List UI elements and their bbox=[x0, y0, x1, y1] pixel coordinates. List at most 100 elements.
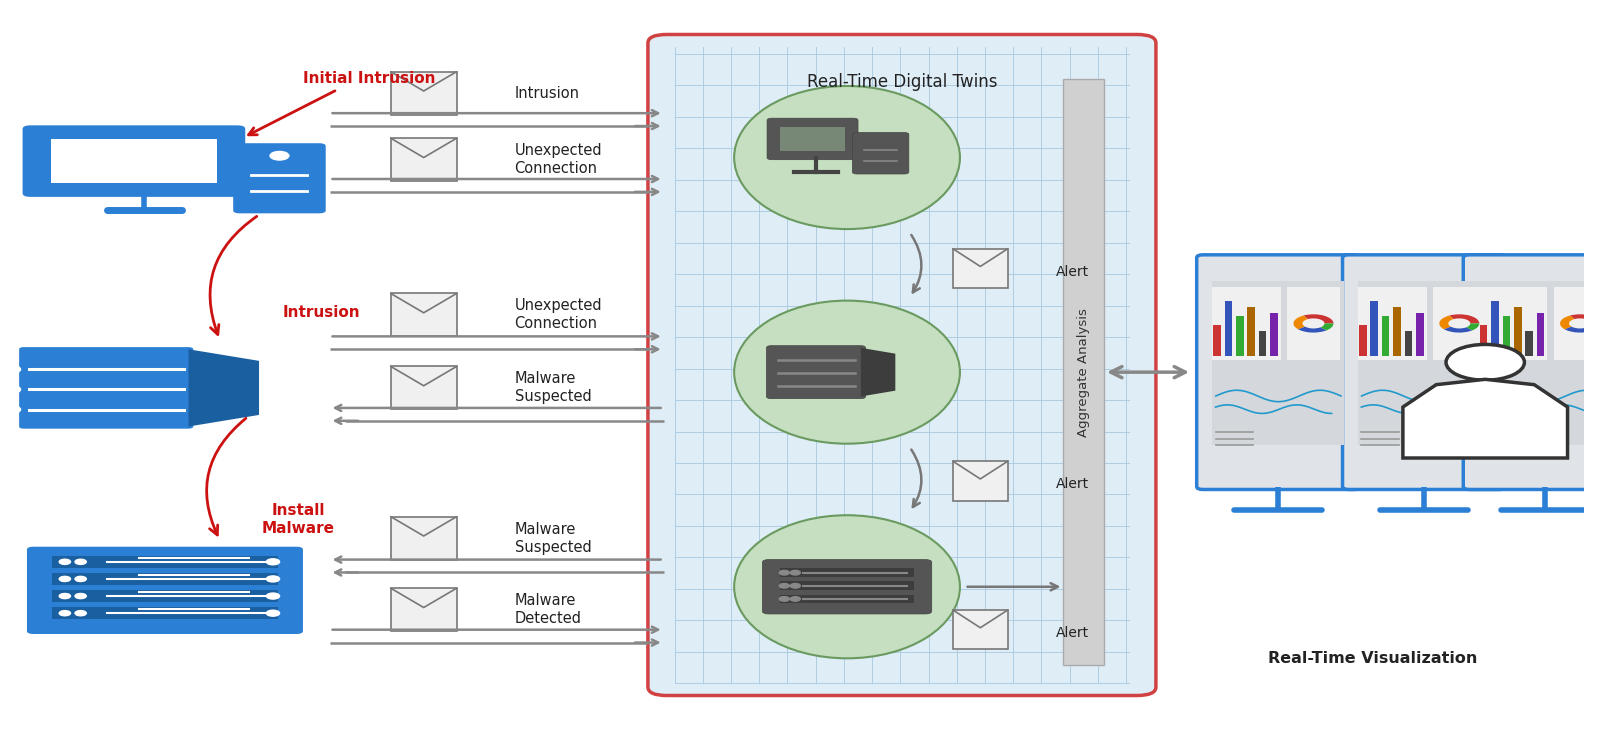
Circle shape bbox=[59, 593, 70, 599]
Ellipse shape bbox=[734, 86, 960, 229]
FancyBboxPatch shape bbox=[1434, 287, 1486, 360]
Bar bbox=[1382, 316, 1389, 356]
Bar bbox=[1536, 313, 1544, 356]
FancyBboxPatch shape bbox=[1213, 287, 1282, 360]
FancyBboxPatch shape bbox=[954, 461, 1008, 501]
FancyBboxPatch shape bbox=[51, 591, 278, 602]
Bar bbox=[1259, 331, 1267, 356]
FancyBboxPatch shape bbox=[766, 346, 866, 399]
FancyBboxPatch shape bbox=[27, 547, 302, 634]
Text: Aggregate Analysis: Aggregate Analysis bbox=[1077, 308, 1090, 437]
FancyBboxPatch shape bbox=[853, 132, 909, 174]
Text: Real-Time Visualization: Real-Time Visualization bbox=[1267, 651, 1477, 666]
Bar bbox=[1405, 331, 1413, 356]
Wedge shape bbox=[1450, 315, 1480, 323]
Text: Alert: Alert bbox=[1056, 265, 1088, 279]
FancyBboxPatch shape bbox=[390, 517, 456, 560]
FancyBboxPatch shape bbox=[779, 594, 915, 603]
FancyBboxPatch shape bbox=[1197, 255, 1360, 490]
FancyBboxPatch shape bbox=[51, 556, 278, 567]
FancyBboxPatch shape bbox=[51, 573, 278, 585]
FancyBboxPatch shape bbox=[1342, 255, 1506, 490]
Circle shape bbox=[266, 558, 280, 565]
FancyBboxPatch shape bbox=[51, 607, 278, 619]
FancyBboxPatch shape bbox=[390, 72, 456, 115]
FancyBboxPatch shape bbox=[762, 560, 931, 614]
Bar bbox=[1358, 326, 1366, 356]
Circle shape bbox=[790, 570, 800, 575]
Text: Intrusion: Intrusion bbox=[515, 85, 579, 101]
FancyBboxPatch shape bbox=[19, 347, 194, 429]
Polygon shape bbox=[1403, 380, 1568, 458]
Circle shape bbox=[266, 610, 280, 616]
Polygon shape bbox=[861, 347, 896, 396]
FancyBboxPatch shape bbox=[390, 366, 456, 410]
FancyBboxPatch shape bbox=[1286, 287, 1339, 360]
Circle shape bbox=[266, 593, 280, 599]
FancyBboxPatch shape bbox=[779, 568, 915, 577]
FancyBboxPatch shape bbox=[22, 126, 245, 197]
Text: Malware
Suspected: Malware Suspected bbox=[515, 372, 592, 404]
FancyBboxPatch shape bbox=[1554, 287, 1600, 360]
Wedge shape bbox=[1320, 323, 1333, 331]
Ellipse shape bbox=[734, 515, 960, 658]
FancyBboxPatch shape bbox=[1213, 280, 1344, 445]
Bar bbox=[1491, 301, 1499, 356]
Text: Initial Intrusion: Initial Intrusion bbox=[302, 72, 435, 86]
FancyBboxPatch shape bbox=[1478, 280, 1600, 445]
FancyBboxPatch shape bbox=[954, 610, 1008, 650]
Ellipse shape bbox=[734, 301, 960, 444]
FancyBboxPatch shape bbox=[390, 293, 456, 337]
Circle shape bbox=[1446, 345, 1525, 380]
FancyBboxPatch shape bbox=[779, 127, 845, 151]
FancyBboxPatch shape bbox=[390, 588, 456, 631]
Circle shape bbox=[790, 583, 800, 588]
Bar bbox=[1235, 316, 1243, 356]
Text: Real-Time Digital Twins: Real-Time Digital Twins bbox=[806, 74, 997, 91]
Bar bbox=[1270, 313, 1278, 356]
Circle shape bbox=[790, 596, 800, 602]
Bar bbox=[1502, 316, 1510, 356]
Circle shape bbox=[75, 610, 86, 616]
Circle shape bbox=[779, 583, 789, 588]
Wedge shape bbox=[1570, 315, 1600, 323]
Wedge shape bbox=[1466, 323, 1480, 331]
FancyBboxPatch shape bbox=[1478, 287, 1547, 360]
Bar bbox=[1224, 301, 1232, 356]
Circle shape bbox=[59, 577, 70, 582]
Circle shape bbox=[75, 577, 86, 582]
FancyBboxPatch shape bbox=[390, 138, 456, 181]
Bar bbox=[1480, 326, 1488, 356]
Bar bbox=[1370, 301, 1378, 356]
FancyBboxPatch shape bbox=[648, 34, 1155, 696]
FancyBboxPatch shape bbox=[779, 581, 915, 590]
Text: Install
Malware: Install Malware bbox=[262, 503, 334, 537]
Bar bbox=[1248, 307, 1254, 356]
Circle shape bbox=[270, 151, 290, 160]
Text: Alert: Alert bbox=[1056, 626, 1088, 640]
Circle shape bbox=[3, 385, 21, 393]
Text: Malware
Detected: Malware Detected bbox=[515, 593, 582, 626]
Bar bbox=[1525, 331, 1533, 356]
Polygon shape bbox=[189, 349, 259, 426]
Circle shape bbox=[75, 593, 86, 599]
Bar bbox=[1394, 307, 1402, 356]
Wedge shape bbox=[1565, 326, 1594, 333]
Text: Malware
Suspected: Malware Suspected bbox=[515, 522, 592, 555]
FancyBboxPatch shape bbox=[954, 249, 1008, 288]
Wedge shape bbox=[1587, 323, 1600, 331]
Circle shape bbox=[779, 570, 789, 575]
Bar bbox=[1213, 326, 1221, 356]
Circle shape bbox=[75, 559, 86, 564]
FancyBboxPatch shape bbox=[1464, 255, 1600, 490]
Circle shape bbox=[779, 596, 789, 602]
Circle shape bbox=[59, 559, 70, 564]
Bar bbox=[1416, 313, 1424, 356]
Wedge shape bbox=[1293, 315, 1307, 329]
FancyBboxPatch shape bbox=[51, 139, 216, 183]
Bar bbox=[1514, 307, 1522, 356]
Wedge shape bbox=[1560, 315, 1574, 329]
Wedge shape bbox=[1304, 315, 1333, 323]
Wedge shape bbox=[1298, 326, 1326, 333]
Wedge shape bbox=[1440, 315, 1454, 329]
